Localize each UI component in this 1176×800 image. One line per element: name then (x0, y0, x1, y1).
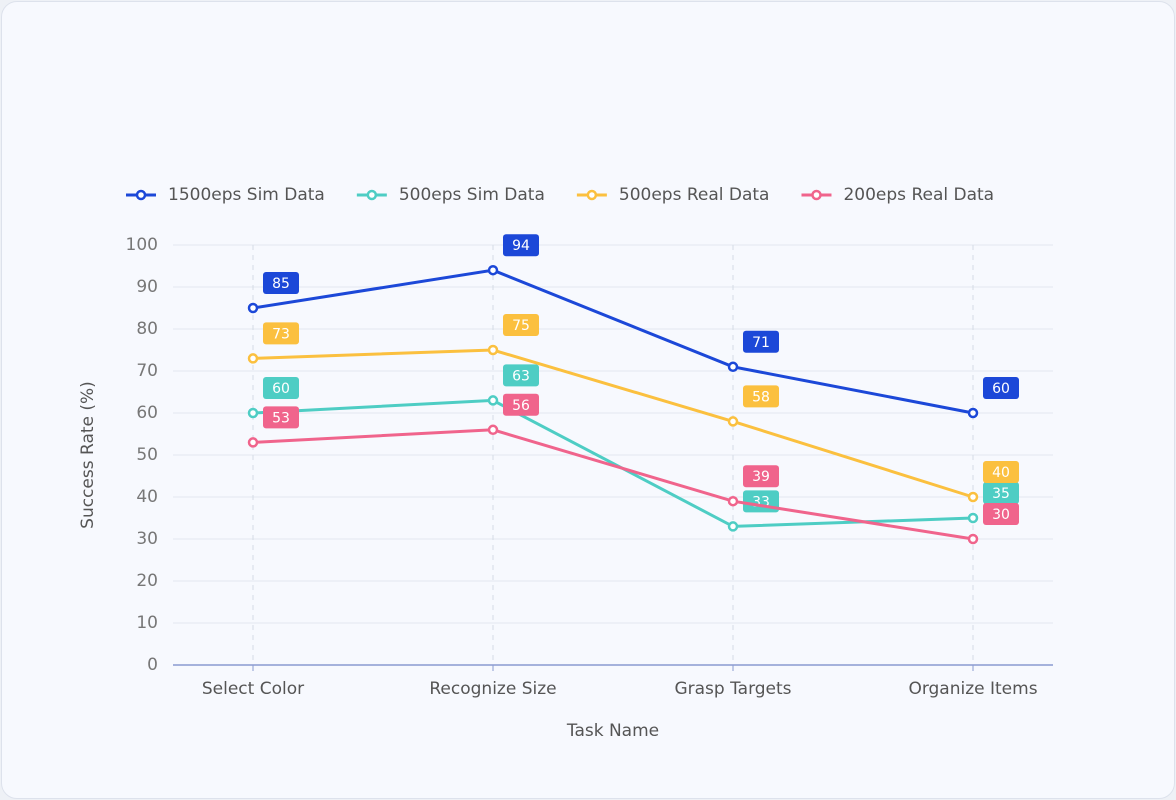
data-point (487, 344, 499, 356)
data-label-bg (503, 314, 539, 336)
y-tick-label: 70 (136, 361, 158, 381)
data-point (247, 302, 259, 314)
series-line (252, 268, 974, 415)
y-tick-label: 90 (136, 277, 158, 297)
data-label: 75 (503, 314, 539, 336)
legend-item: 200eps Real Data (801, 185, 994, 205)
y-tick-label: 30 (136, 529, 158, 549)
data-point (967, 407, 979, 419)
data-label: 60 (263, 377, 299, 399)
data-label-text: 40 (992, 465, 1010, 481)
data-label-bg (983, 377, 1019, 399)
data-label-bg (743, 330, 779, 353)
data-label-text: 60 (272, 381, 290, 397)
data-point (727, 416, 739, 427)
y-tick-label: 60 (136, 403, 158, 423)
data-label: 39 (743, 465, 779, 488)
data-label-text: 58 (752, 389, 770, 405)
data-label-text: 53 (272, 410, 290, 426)
data-point (247, 407, 259, 419)
x-tick-label: Recognize Size (429, 679, 556, 699)
data-label-bg (263, 272, 299, 294)
y-tick-label: 80 (136, 319, 158, 339)
data-point (487, 424, 499, 436)
data-label-text: 60 (992, 381, 1010, 397)
y-axis-label: Success Rate (%) (78, 381, 98, 529)
data-point (727, 495, 739, 507)
data-point (487, 264, 499, 276)
data-point (247, 353, 259, 364)
data-point (487, 395, 499, 406)
data-label: 85 (263, 272, 299, 294)
legend-marker (586, 189, 598, 201)
series-line (252, 348, 974, 499)
data-label: 35 (983, 482, 1019, 504)
data-label-text: 39 (752, 469, 770, 485)
x-axis-label: Task Name (566, 721, 659, 741)
data-label-bg (263, 406, 299, 429)
data-label-bg (503, 234, 539, 257)
data-label-bg (983, 482, 1019, 504)
data-label: 73 (263, 322, 299, 345)
data-label-text: 35 (992, 486, 1010, 502)
legend-marker (135, 189, 147, 201)
data-label-text: 56 (512, 398, 530, 414)
data-label-text: 75 (512, 318, 530, 334)
data-label-text: 73 (272, 326, 290, 342)
data-label: 71 (743, 330, 779, 353)
legend-label: 1500eps Sim Data (168, 185, 325, 205)
data-label-bg (743, 465, 779, 488)
legend-item: 1500eps Sim Data (126, 185, 325, 205)
legend-marker (811, 189, 822, 201)
series-line (252, 428, 974, 541)
legend-label: 200eps Real Data (843, 185, 994, 205)
x-tick-label: Select Color (202, 679, 304, 699)
y-tick-label: 0 (147, 655, 158, 675)
data-label: 56 (503, 393, 539, 416)
legend-item: 500eps Sim Data (356, 185, 545, 205)
x-tick-label: Organize Items (908, 679, 1037, 699)
y-tick-label: 20 (136, 571, 158, 591)
x-tick-label: Grasp Targets (674, 679, 791, 699)
data-label-bg (743, 385, 779, 408)
data-label-bg (503, 364, 539, 387)
data-label: 94 (503, 234, 539, 257)
data-point (727, 521, 739, 532)
data-point (967, 512, 979, 524)
data-label-text: 30 (992, 507, 1010, 523)
data-label-bg (263, 377, 299, 399)
y-tick-label: 100 (126, 235, 158, 255)
data-label: 40 (983, 461, 1019, 483)
y-tick-label: 10 (136, 613, 158, 633)
legend-label: 500eps Sim Data (399, 185, 545, 205)
data-label: 53 (263, 406, 299, 429)
data-label-bg (983, 503, 1019, 525)
data-label: 63 (503, 364, 539, 387)
data-label: 30 (983, 503, 1019, 525)
data-label-bg (503, 393, 539, 416)
data-label: 58 (743, 385, 779, 408)
series-line (252, 398, 974, 528)
data-point (727, 361, 739, 373)
data-label-text: 94 (512, 238, 530, 254)
data-label-text: 85 (272, 276, 290, 292)
legend-label: 500eps Real Data (619, 185, 770, 205)
y-tick-label: 40 (136, 487, 158, 507)
data-label-bg (983, 461, 1019, 483)
y-tick-label: 50 (136, 445, 158, 465)
data-label: 60 (983, 377, 1019, 399)
legend-item: 500eps Real Data (576, 185, 770, 205)
data-label-bg (263, 322, 299, 345)
data-label-text: 71 (752, 335, 770, 351)
data-point (967, 533, 979, 545)
data-label-text: 63 (512, 368, 530, 384)
legend-marker (366, 189, 378, 201)
data-point (967, 491, 979, 503)
data-point (247, 437, 259, 448)
